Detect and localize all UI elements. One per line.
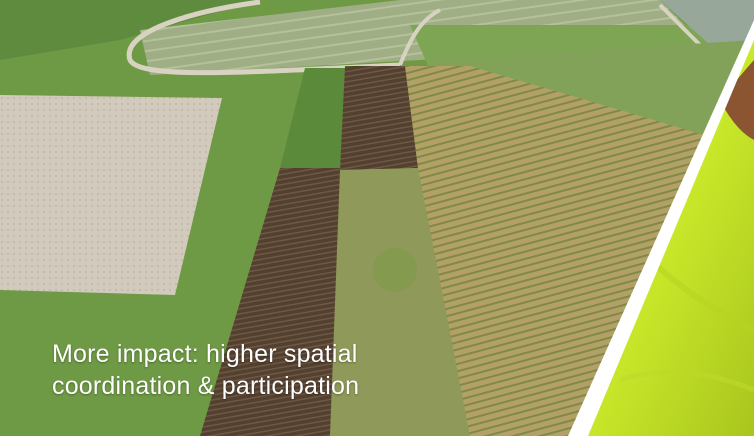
- caption-line-2: coordination & participation: [52, 372, 360, 400]
- slide-caption: More impact: higher spatial coordination…: [52, 338, 359, 402]
- caption-line-1: More impact: higher spatial: [52, 340, 358, 368]
